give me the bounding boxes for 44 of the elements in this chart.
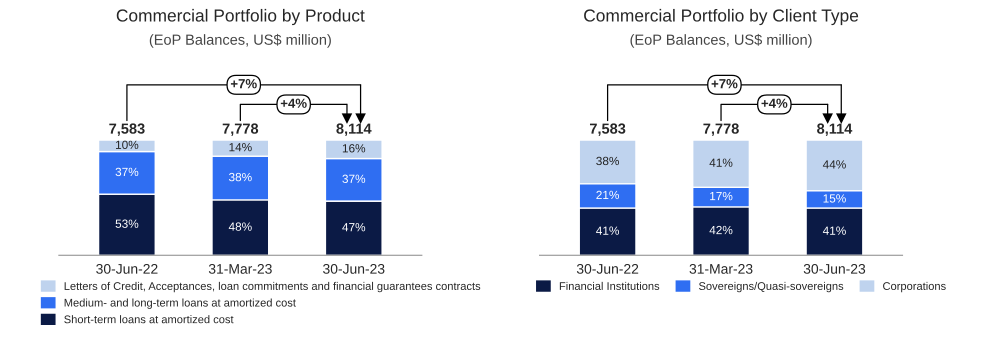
annotation: 8,114	[336, 123, 372, 136]
chart-subtitle: (EoP Balances, US$ million)	[150, 34, 331, 48]
data-label: 48%	[228, 222, 252, 231]
annotation: 7,583	[109, 123, 145, 136]
text: +4%	[280, 98, 307, 108]
annotation: 8,114	[817, 123, 852, 136]
chart-title: Commercial Portfolio by Client Type	[584, 8, 858, 26]
data-label: 38%	[596, 156, 619, 166]
annotation: 7,778	[222, 123, 258, 136]
data-label: 41%	[596, 226, 619, 235]
legend-label: Medium- and long-term loans at amortized cost	[64, 298, 296, 309]
legend-label: Financial Institutions	[560, 282, 660, 290]
chart-subtitle: (EoP Balances, US$ million)	[630, 34, 812, 48]
data-label: 21%	[596, 190, 619, 200]
data-label: 10%	[116, 140, 138, 150]
x-tick-label: 30-Jun-23	[323, 264, 384, 274]
data-label: 42%	[709, 226, 732, 234]
text: +7%	[712, 79, 738, 88]
data-label: 41%	[709, 158, 732, 167]
x-tick-label: 30-Jun-23	[804, 264, 866, 274]
x-tick-label: 30-Jun-22	[576, 264, 638, 274]
data-label: 14%	[229, 143, 252, 152]
data-label: 44%	[822, 160, 846, 169]
legend-label: Sovereigns/Quasi-sovereigns	[699, 282, 844, 292]
data-label: 17%	[710, 192, 732, 200]
annotation: 7,583	[590, 123, 626, 136]
data-label: 37%	[116, 168, 138, 176]
data-label: 53%	[116, 220, 138, 228]
data-label: 15%	[824, 194, 846, 203]
x-tick-label: 30-Jun-22	[96, 264, 158, 274]
data-label: 41%	[822, 226, 846, 235]
annotation: 7,778	[703, 123, 739, 136]
data-label: 37%	[342, 174, 366, 183]
x-tick-label: 31-Mar-23	[690, 264, 752, 274]
data-label: 47%	[342, 223, 366, 232]
text: +4%	[762, 98, 788, 108]
chart-title: Commercial Portfolio by Product	[116, 8, 365, 26]
data-label: 16%	[342, 144, 366, 152]
data-label: 38%	[228, 172, 252, 182]
legend-label: Letters of Credit, Acceptances, loan commitments and financial guarantees contracts	[64, 282, 480, 292]
text: +7%	[230, 79, 257, 88]
legend-label: Corporations	[883, 282, 946, 292]
legend-label: Short-term loans at amortized cost	[64, 315, 234, 324]
x-tick-label: 31-Mar-23	[208, 264, 272, 274]
